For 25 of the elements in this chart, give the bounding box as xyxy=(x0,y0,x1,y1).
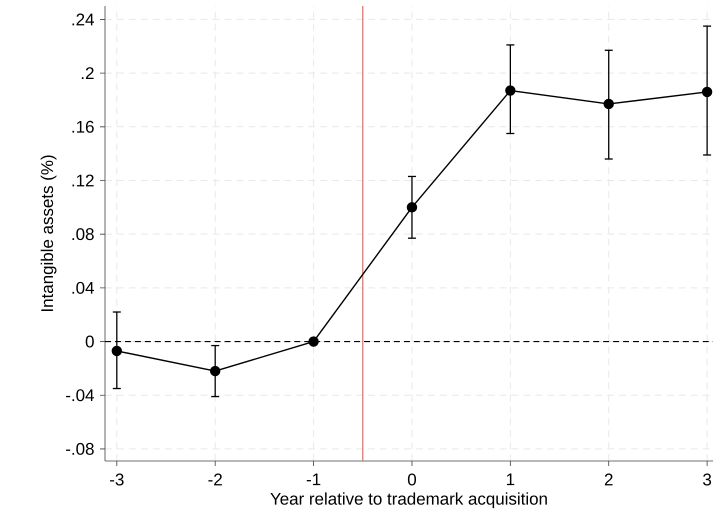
x-tick-label: -2 xyxy=(208,474,222,486)
point xyxy=(702,86,712,98)
x-axis-title: Year relative to trademark acquisition xyxy=(270,492,547,508)
x-tick-label: -3 xyxy=(110,474,124,486)
x-tick-label: 3 xyxy=(703,474,712,486)
point xyxy=(505,85,516,96)
y-tick-label: 0 xyxy=(86,336,94,348)
point xyxy=(308,336,319,347)
y-axis-title: Intangible assets (%) xyxy=(40,156,56,312)
x-tick-label: 1 xyxy=(506,474,514,486)
x-tick-label: 2 xyxy=(604,474,613,486)
y-tick-label: .16 xyxy=(72,120,94,133)
y-tick-label: .08 xyxy=(72,228,94,240)
point xyxy=(406,202,418,213)
point xyxy=(210,366,220,376)
y-tick-label: -.08 xyxy=(66,442,94,455)
y-tick-label: -.04 xyxy=(66,389,94,402)
y-tick-label: .04 xyxy=(72,282,94,294)
y-tick-label: .24 xyxy=(72,14,94,26)
point xyxy=(112,346,122,356)
point xyxy=(604,98,614,110)
x-tick-label: 0 xyxy=(408,474,416,486)
x-tick-label: -1 xyxy=(306,474,320,486)
y-tick-label: .12 xyxy=(72,174,94,186)
y-tick-label: .2 xyxy=(82,67,94,80)
